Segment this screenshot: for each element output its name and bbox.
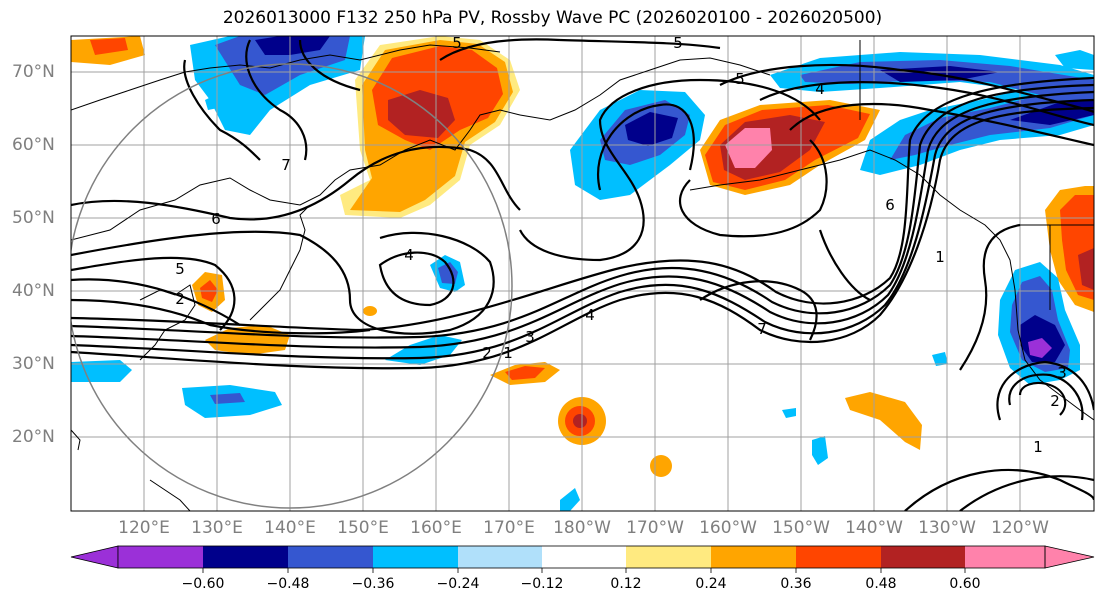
anomaly-positive [845,392,922,450]
colorbar-tick-label: −0.24 [436,576,480,592]
colorbar-bin [203,546,288,568]
anomaly-negative [71,360,132,382]
coastlines [71,40,1094,511]
colorbar-tick-label: −0.12 [520,576,564,592]
colorbar-tick-label: 0.12 [610,576,642,592]
lat-label: 40°N [12,281,55,301]
colorbar-tick-label: 0.60 [949,576,981,592]
anomaly-positive [573,414,587,428]
colorbar-tick-label: −0.60 [181,576,225,592]
contour-label: 3 [525,328,535,346]
pv-anomaly-shading [71,36,1094,511]
lon-label: 140°W [845,518,903,538]
contour-label: 2 [482,344,492,362]
contour-label: 5 [452,34,462,52]
colorbar-bin [796,546,881,568]
contour-labels: 5 5 5 7 6 5 2 2 1 3 4 4 4 7 6 1 3 2 1 [175,34,1067,456]
colorbar-bin [626,546,711,568]
contour-label: 4 [585,306,595,324]
contour-label: 6 [211,210,221,228]
contour-label: 4 [815,80,825,98]
anomaly-negative [205,95,218,110]
map-title: 2026013000 F132 250 hPa PV, Rossby Wave … [222,8,883,28]
lat-label: 30°N [12,354,55,374]
lon-label: 170°E [483,518,535,538]
colorbar-bin [458,546,542,568]
anomaly-positive [505,366,545,380]
anomaly-positive [1078,248,1094,290]
contour-label: 5 [735,70,745,88]
lon-label: 140°E [264,518,316,538]
anomaly-negative [625,112,678,146]
anomaly-negative [812,436,828,465]
lon-label: 130°W [918,518,976,538]
contour-label: 6 [885,196,895,214]
lon-label: 170°W [626,518,684,538]
lon-label: 180°W [553,518,611,538]
contour-label: 1 [503,344,513,362]
colorbar-bin [118,546,203,568]
anomaly-negative [1028,338,1052,358]
lon-label: 120°E [118,518,170,538]
contour-label: 1 [1033,438,1043,456]
map-frame [70,35,1095,512]
contour-label: 5 [673,34,683,52]
contour-label: 2 [1050,392,1060,410]
anomaly-positive [388,90,455,138]
lon-label: 130°E [191,518,243,538]
colorbar-tick-label: 0.48 [865,576,897,592]
anomaly-negative [932,352,948,366]
anomaly-negative [560,488,580,511]
colorbar-border [117,545,1046,569]
colorbar-bin [881,546,965,568]
colorbar-tick-label: −0.48 [266,576,310,592]
anomaly-positive [363,306,377,316]
anomaly-positive [90,38,128,55]
colorbar [70,545,1095,573]
lon-label: 160°E [410,518,462,538]
lon-label: 160°W [699,518,757,538]
colorbar-bin [711,546,796,568]
colorbar-tick-label: −0.36 [351,576,395,592]
analysis-radius-circle [71,63,513,509]
anomaly-negative [1055,50,1094,70]
contour-label: 7 [757,320,767,338]
lon-label: 150°W [772,518,830,538]
anomaly-negative [255,36,330,55]
colorbar-tick-label: 0.24 [695,576,727,592]
pv-contours [71,38,1094,511]
anomaly-negative [210,393,245,404]
lat-label: 20°N [12,427,55,447]
contour-label: 3 [1057,364,1067,382]
lat-label: 60°N [12,135,55,155]
colorbar-extend-high [1044,545,1095,569]
contour-label: 5 [175,260,185,278]
anomaly-positive [725,128,772,168]
lon-label: 120°W [991,518,1049,538]
colorbar-bin [965,546,1045,568]
contour-label: 2 [175,290,185,308]
anomaly-negative [782,408,796,418]
contour-label: 1 [935,248,945,266]
lon-label: 150°E [337,518,389,538]
colorbar-extend-low [70,545,119,569]
contour-label: 4 [404,246,414,264]
anomaly-positive [650,455,672,477]
colorbar-bin [542,546,626,568]
contour-label: 7 [281,156,291,174]
colorbar-bin [288,546,373,568]
colorbar-tick-label: 0.36 [780,576,812,592]
anomaly-negative [215,36,350,95]
colorbar-bin [373,546,458,568]
lat-label: 70°N [12,62,55,82]
lat-label: 50°N [12,208,55,228]
